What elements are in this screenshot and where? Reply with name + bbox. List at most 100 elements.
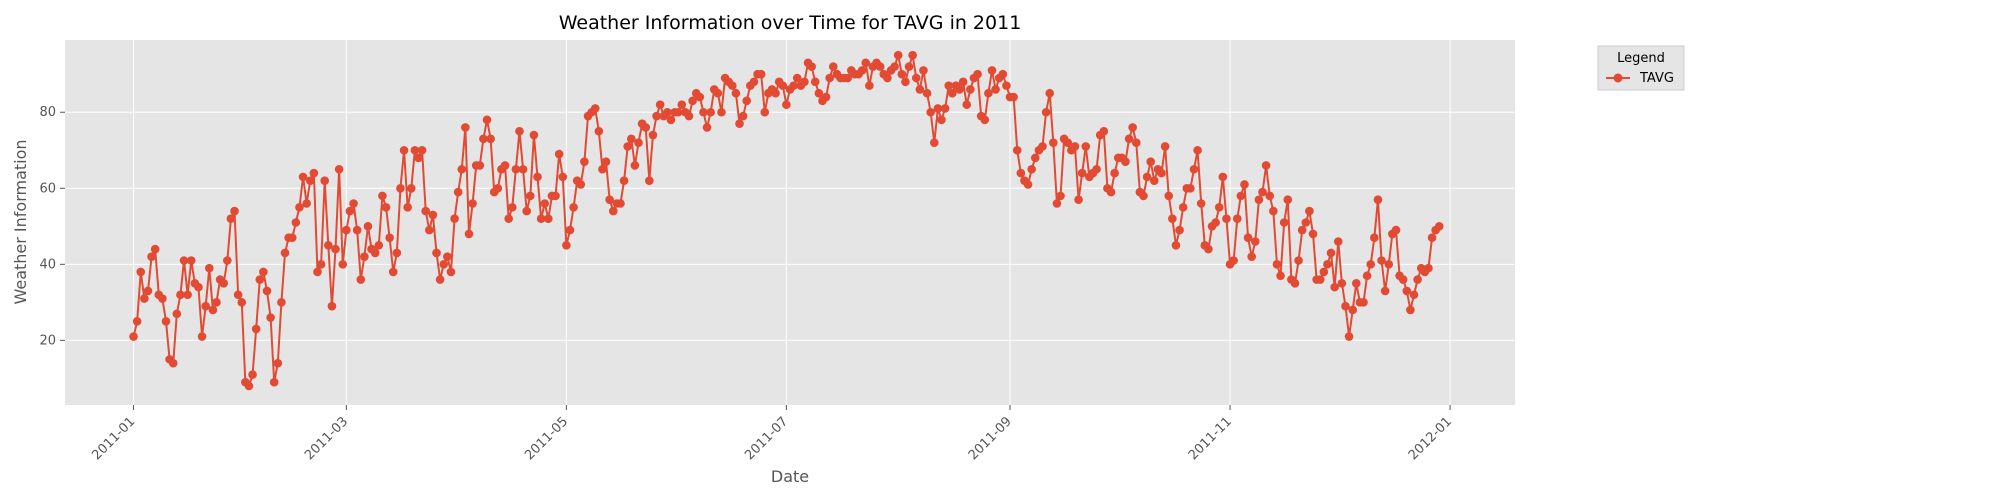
data-point — [540, 199, 550, 208]
data-point — [1380, 286, 1390, 296]
data-point — [973, 69, 982, 79]
data-point — [749, 77, 759, 87]
data-point — [204, 263, 214, 273]
data-point — [208, 305, 218, 315]
data-point — [1074, 195, 1083, 204]
data-point — [266, 313, 275, 322]
data-point — [601, 157, 611, 166]
data-point — [1045, 88, 1054, 98]
chart-title: Weather Information over Time for TAVG i… — [559, 12, 1022, 34]
data-point — [677, 100, 687, 109]
data-point — [1110, 168, 1119, 178]
data-point — [1056, 191, 1065, 201]
data-point — [324, 241, 333, 250]
data-point — [893, 50, 903, 60]
data-point — [147, 252, 156, 262]
data-point — [695, 92, 705, 102]
data-point — [958, 77, 968, 87]
data-point — [1186, 183, 1195, 193]
data-point — [277, 298, 286, 307]
data-point — [1211, 218, 1220, 227]
data-point — [590, 104, 600, 113]
data-point — [1160, 142, 1170, 151]
data-point — [919, 66, 928, 75]
data-point — [948, 88, 957, 98]
data-point — [1164, 191, 1174, 201]
x-axis-title: Date — [771, 467, 809, 486]
data-point — [168, 358, 178, 368]
data-point — [287, 233, 297, 243]
data-point — [338, 260, 348, 269]
gridlines — [65, 40, 1515, 405]
y-tick-label: 60 — [39, 181, 56, 196]
plot-background — [65, 40, 1515, 405]
data-point — [929, 138, 939, 147]
data-point — [1157, 168, 1166, 178]
x-tick-label: 2012-01 — [1406, 414, 1455, 463]
data-point — [1265, 191, 1275, 201]
data-point — [446, 267, 456, 277]
data-point — [461, 123, 470, 132]
data-point — [1290, 279, 1300, 288]
x-tick-label: 2011-01 — [89, 414, 138, 463]
data-point — [565, 225, 575, 235]
data-point — [468, 199, 477, 208]
data-point — [1041, 107, 1051, 117]
data-point — [392, 248, 402, 258]
data-point — [1319, 267, 1329, 277]
data-point — [1139, 191, 1148, 201]
data-point — [554, 149, 564, 159]
data-point — [388, 267, 398, 277]
data-point — [778, 81, 788, 90]
data-point — [273, 358, 283, 368]
data-point — [334, 164, 344, 174]
data-point — [1279, 218, 1289, 227]
data-point — [1189, 164, 1199, 174]
data-point — [360, 252, 369, 262]
y-tick-label: 80 — [39, 105, 56, 120]
data-point — [1070, 142, 1080, 151]
data-point — [183, 290, 192, 300]
data-point — [515, 126, 524, 136]
data-point — [771, 88, 780, 98]
data-point — [926, 107, 935, 117]
data-point — [1002, 81, 1011, 90]
data-point — [302, 199, 311, 208]
data-point — [331, 244, 340, 254]
data-point — [255, 275, 265, 284]
data-point — [1030, 153, 1040, 163]
data-point — [536, 214, 546, 223]
data-point — [132, 317, 142, 326]
data-point — [259, 267, 268, 277]
data-point — [435, 275, 445, 284]
data-point — [619, 176, 629, 185]
data-point — [143, 286, 153, 296]
x-tick-label: 2011-09 — [966, 414, 1015, 463]
data-point — [500, 161, 510, 170]
data-point — [226, 214, 236, 223]
data-point — [1341, 301, 1350, 311]
data-point — [1142, 172, 1152, 182]
data-point — [298, 172, 308, 182]
data-point — [897, 69, 907, 79]
data-point — [955, 85, 964, 94]
data-point — [482, 115, 492, 125]
data-point — [457, 164, 467, 174]
y-axis-title: Weather Information — [11, 139, 30, 304]
data-point — [1254, 195, 1264, 204]
data-point — [576, 180, 586, 189]
data-point — [493, 183, 503, 193]
data-point — [201, 301, 210, 311]
data-point — [655, 100, 665, 109]
data-point — [1178, 202, 1188, 212]
data-point — [327, 301, 337, 311]
data-point — [1391, 225, 1401, 235]
data-point — [544, 214, 553, 223]
data-point — [262, 286, 272, 296]
data-point — [756, 69, 766, 79]
data-point — [428, 210, 438, 220]
data-point — [901, 77, 910, 87]
data-point — [475, 161, 485, 170]
data-point — [1258, 187, 1267, 197]
data-point — [727, 81, 737, 90]
